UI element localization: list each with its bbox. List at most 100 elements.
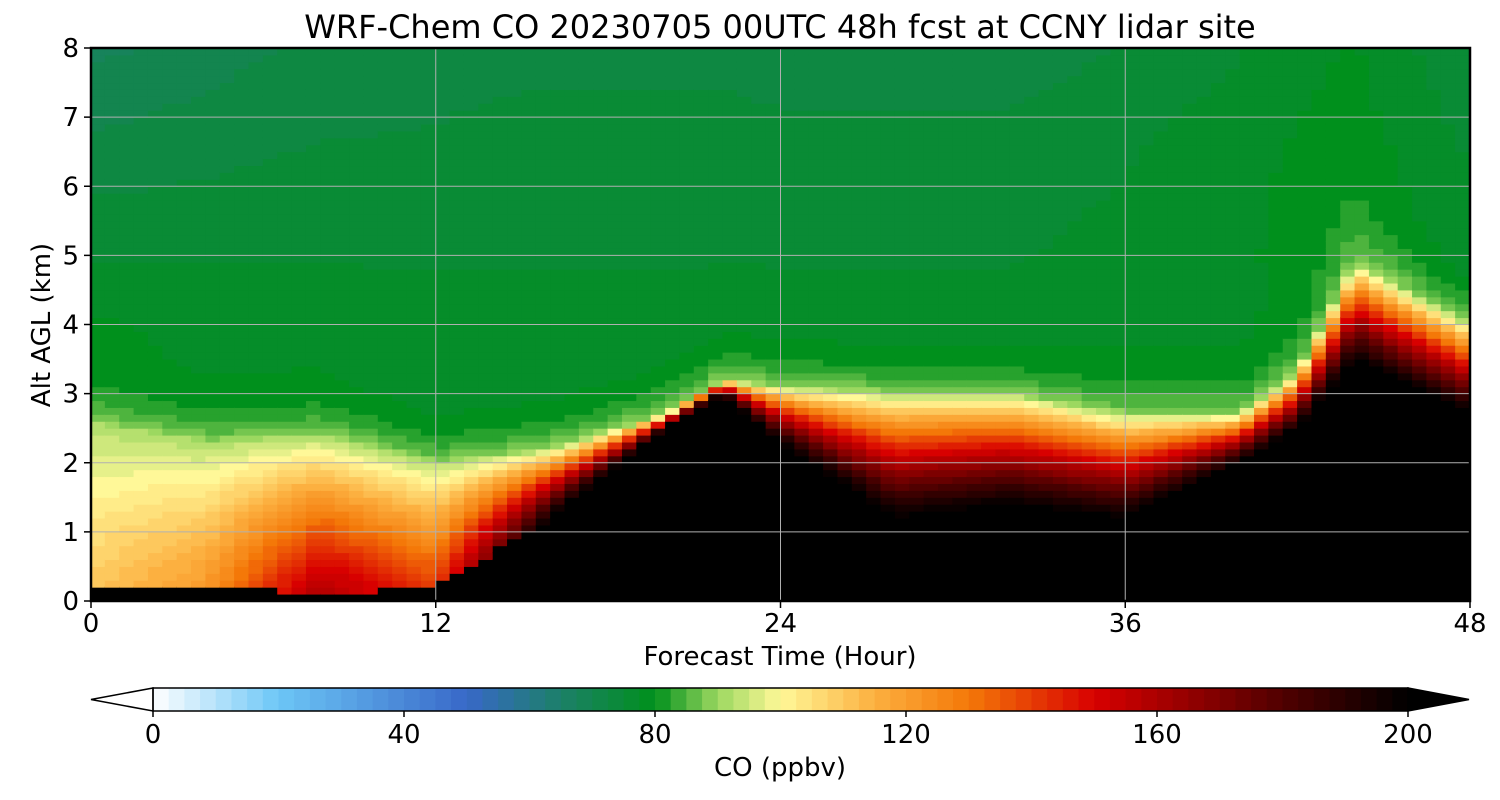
heatmap-cell [665,282,681,291]
heatmap-cell [550,559,566,567]
heatmap-cell [693,545,710,554]
heatmap-cell [621,455,638,464]
heatmap-cell [449,476,465,484]
heatmap-cell [837,337,853,346]
heatmap-cell [119,586,135,595]
heatmap-cell [334,393,351,402]
heatmap-cell [176,545,193,554]
heatmap-cell [866,372,882,381]
heatmap-cell [363,88,379,97]
heatmap-cell [564,565,580,574]
heatmap-cell [334,144,351,153]
heatmap-cell [521,462,537,471]
heatmap-cell [851,337,868,346]
heatmap-cell [780,420,796,429]
heatmap-cell [607,171,623,180]
heatmap-cell [104,524,121,533]
heatmap-cell [449,420,465,429]
heatmap-cell [607,324,623,332]
heatmap-cell [277,199,293,208]
heatmap-cell [808,95,825,104]
heatmap-cell [550,420,566,429]
heatmap-cell [808,109,825,118]
heatmap-cell [176,344,193,353]
heatmap-cell [851,517,868,526]
heatmap-cell [104,109,121,118]
heatmap-cell [320,420,336,429]
heatmap-cell [679,310,695,319]
heatmap-cell [535,579,552,588]
heatmap-cell [578,310,595,319]
heatmap-cell [176,199,193,208]
heatmap-cell [808,572,825,581]
heatmap-cell [736,503,753,512]
heatmap-cell [981,538,997,547]
heatmap-cell [234,109,250,118]
heatmap-cell [492,517,509,526]
heatmap-cell [708,593,724,601]
heatmap-cell [248,455,264,464]
heatmap-cell [894,448,911,457]
heatmap-cell [636,330,652,339]
heatmap-cell [176,434,193,443]
heatmap-cell [262,324,279,332]
heatmap-cell [621,365,638,374]
heatmap-cell [262,538,279,547]
heatmap-cell [463,386,480,395]
heatmap-cell [392,165,408,173]
heatmap-cell [938,296,954,305]
heatmap-cell [894,455,911,464]
heatmap-cell [435,178,451,187]
heatmap-cell [176,572,193,581]
heatmap-cell [593,123,609,132]
heatmap-cell [607,462,623,471]
heatmap-cell [320,337,336,346]
heatmap-cell [377,192,394,201]
heatmap-cell [119,559,135,567]
heatmap-cell [938,344,954,353]
heatmap-cell [449,289,465,298]
heatmap-cell [219,144,236,153]
heatmap-cell [492,586,509,595]
heatmap-cell [291,400,307,408]
heatmap-cell [593,441,609,450]
heatmap-cell [607,82,623,90]
heatmap-cell [521,324,537,332]
heatmap-cell [492,572,509,581]
heatmap-cell [607,254,623,263]
heatmap-cell [219,330,236,339]
heatmap-cell [794,330,810,339]
heatmap-cell [823,510,839,519]
heatmap-cell [751,538,767,547]
heatmap-cell [262,559,279,567]
heatmap-cell [133,289,149,298]
heatmap-cell [578,247,595,256]
heatmap-cell [952,351,968,360]
heatmap-cell [794,254,810,263]
heatmap-cell [521,330,537,339]
heatmap-cell [363,586,379,595]
heatmap-cell [621,213,638,222]
heatmap-cell [708,282,724,291]
heatmap-cell [578,448,595,457]
heatmap-cell [808,61,825,70]
heatmap-cell [349,282,365,291]
heatmap-cell [349,344,365,353]
heatmap-cell [420,337,437,346]
heatmap-cell [277,234,293,243]
heatmap-cell [981,489,997,498]
heatmap-cell [334,489,351,498]
heatmap-cell [837,241,853,249]
heatmap-cell [607,441,623,450]
heatmap-cell [923,123,940,132]
heatmap-cell [923,241,940,249]
heatmap-cell [262,351,279,360]
heatmap-cell [650,400,667,408]
heatmap-cell [507,185,523,194]
heatmap-cell [535,337,552,346]
heatmap-cell [133,413,149,422]
heatmap-cell [435,400,451,408]
heatmap-cell [205,102,221,111]
heatmap-cell [722,165,738,173]
heatmap-cell [191,565,207,574]
